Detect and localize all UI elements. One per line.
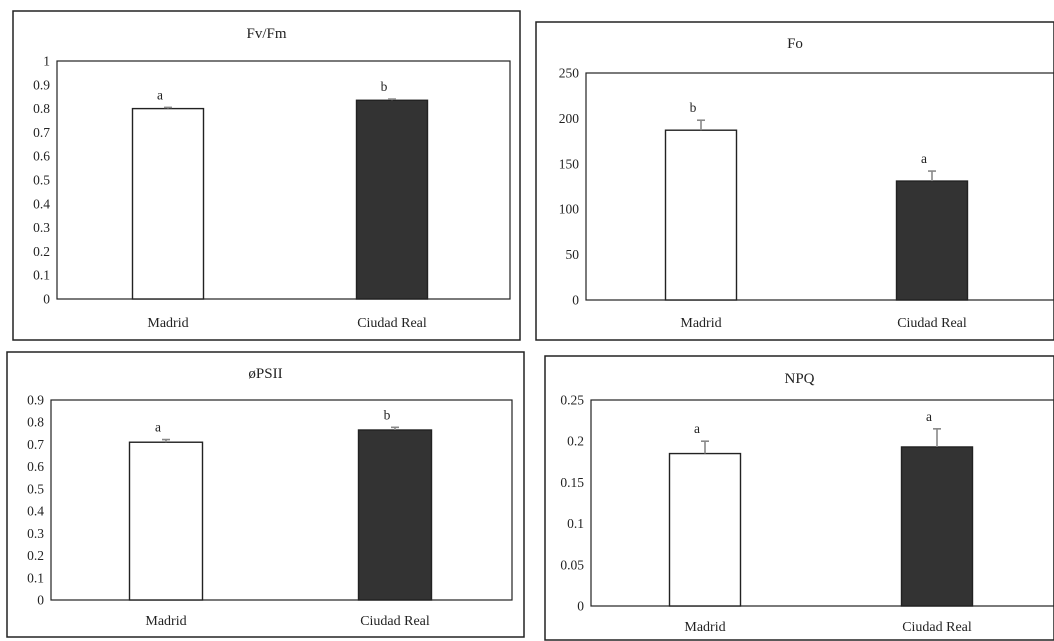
y-tick-label: 100	[559, 202, 580, 217]
y-tick-label: 50	[566, 247, 580, 262]
plot-area	[585, 72, 1054, 301]
bar-madrid	[128, 441, 204, 601]
plot-area	[56, 60, 511, 300]
x-category-label: Madrid	[147, 316, 188, 331]
significance-label: a	[157, 87, 163, 102]
x-category-label: Madrid	[684, 620, 725, 635]
bar-madrid	[131, 107, 205, 300]
significance-label: b	[690, 100, 697, 115]
plot-area	[590, 399, 1054, 607]
significance-label: b	[381, 79, 388, 94]
y-tick-label: 0.5	[27, 481, 44, 496]
chart-panel-2: Fo 0 50 100 150 200 250 b Madrid a Ciudad Real	[535, 21, 1054, 341]
x-category-label: Ciudad Real	[360, 614, 430, 629]
chart-title: NPQ	[784, 371, 814, 387]
bar-madrid	[668, 452, 742, 607]
y-tick-label: 0.6	[33, 149, 50, 164]
panel-frame	[535, 21, 1054, 341]
y-tick-label: 0.7	[27, 437, 44, 452]
x-category-label: Ciudad Real	[902, 620, 972, 635]
bar-ciudad-real	[900, 446, 974, 607]
plot-area	[50, 399, 513, 601]
y-tick-label: 200	[559, 111, 580, 126]
y-tick-label: 0.8	[33, 101, 50, 116]
y-tick-label: 0.1	[27, 570, 44, 585]
chart-panel-1: Fv/Fm 0 0.1 0.2 0.3 0.4 0.5 0.6 0.7 0.8 0.9 1 a Madri…	[12, 10, 521, 341]
y-tick-label: 150	[559, 156, 580, 171]
bar-ciudad-real	[895, 180, 969, 301]
y-tick-label: 250	[559, 66, 580, 81]
significance-label: a	[694, 421, 700, 436]
y-tick-label: 0.1	[33, 268, 50, 283]
y-tick-label: 0.05	[560, 557, 584, 572]
significance-label: a	[155, 420, 161, 435]
panel-frame	[544, 355, 1054, 641]
y-tick-label: 0.9	[27, 393, 44, 408]
panel-frame	[12, 10, 521, 341]
y-tick-label: 0	[572, 293, 579, 308]
y-tick-label: 0.15	[560, 475, 584, 490]
y-tick-label: 0.7	[33, 125, 50, 140]
chart-panel-4: NPQ 0 0.05 0.1 0.15 0.2 0.25 a Madrid a Ciudad Rea…	[544, 355, 1054, 641]
y-tick-label: 0	[43, 292, 50, 307]
bar-ciudad-real	[355, 99, 429, 300]
y-tick-label: 0.4	[33, 196, 50, 211]
y-tick-label: 0.5	[33, 173, 50, 188]
x-category-label: Madrid	[680, 316, 721, 331]
chart-title: øPSII	[248, 366, 282, 382]
significance-label: a	[921, 151, 927, 166]
y-tick-label: 0	[577, 599, 584, 614]
bar-madrid	[664, 129, 738, 301]
y-tick-label: 0.9	[33, 77, 50, 92]
chart-title: Fo	[787, 36, 803, 52]
y-tick-label: 0.8	[27, 415, 44, 430]
y-tick-label: 0.3	[27, 526, 44, 541]
panel-frame	[6, 351, 525, 638]
significance-label: b	[384, 407, 391, 422]
y-tick-label: 0.3	[33, 220, 50, 235]
x-category-label: Ciudad Real	[897, 316, 967, 331]
significance-label: a	[926, 409, 932, 424]
y-tick-label: 0.1	[567, 516, 584, 531]
y-tick-label: 0.4	[27, 504, 44, 519]
y-tick-label: 0	[37, 593, 44, 608]
y-tick-label: 0.2	[27, 548, 44, 563]
chart-panel-3: øPSII 0 0.1 0.2 0.3 0.4 0.5 0.6 0.7 0.8 0.9 a Madrid…	[6, 351, 525, 638]
y-tick-label: 1	[43, 54, 50, 69]
x-category-label: Madrid	[145, 614, 186, 629]
y-tick-label: 0.25	[560, 393, 584, 408]
y-tick-label: 0.2	[33, 244, 50, 259]
y-tick-label: 0.2	[567, 434, 584, 449]
y-tick-label: 0.6	[27, 459, 44, 474]
bar-ciudad-real	[357, 429, 433, 601]
chart-title: Fv/Fm	[246, 26, 286, 42]
x-category-label: Ciudad Real	[357, 316, 427, 331]
